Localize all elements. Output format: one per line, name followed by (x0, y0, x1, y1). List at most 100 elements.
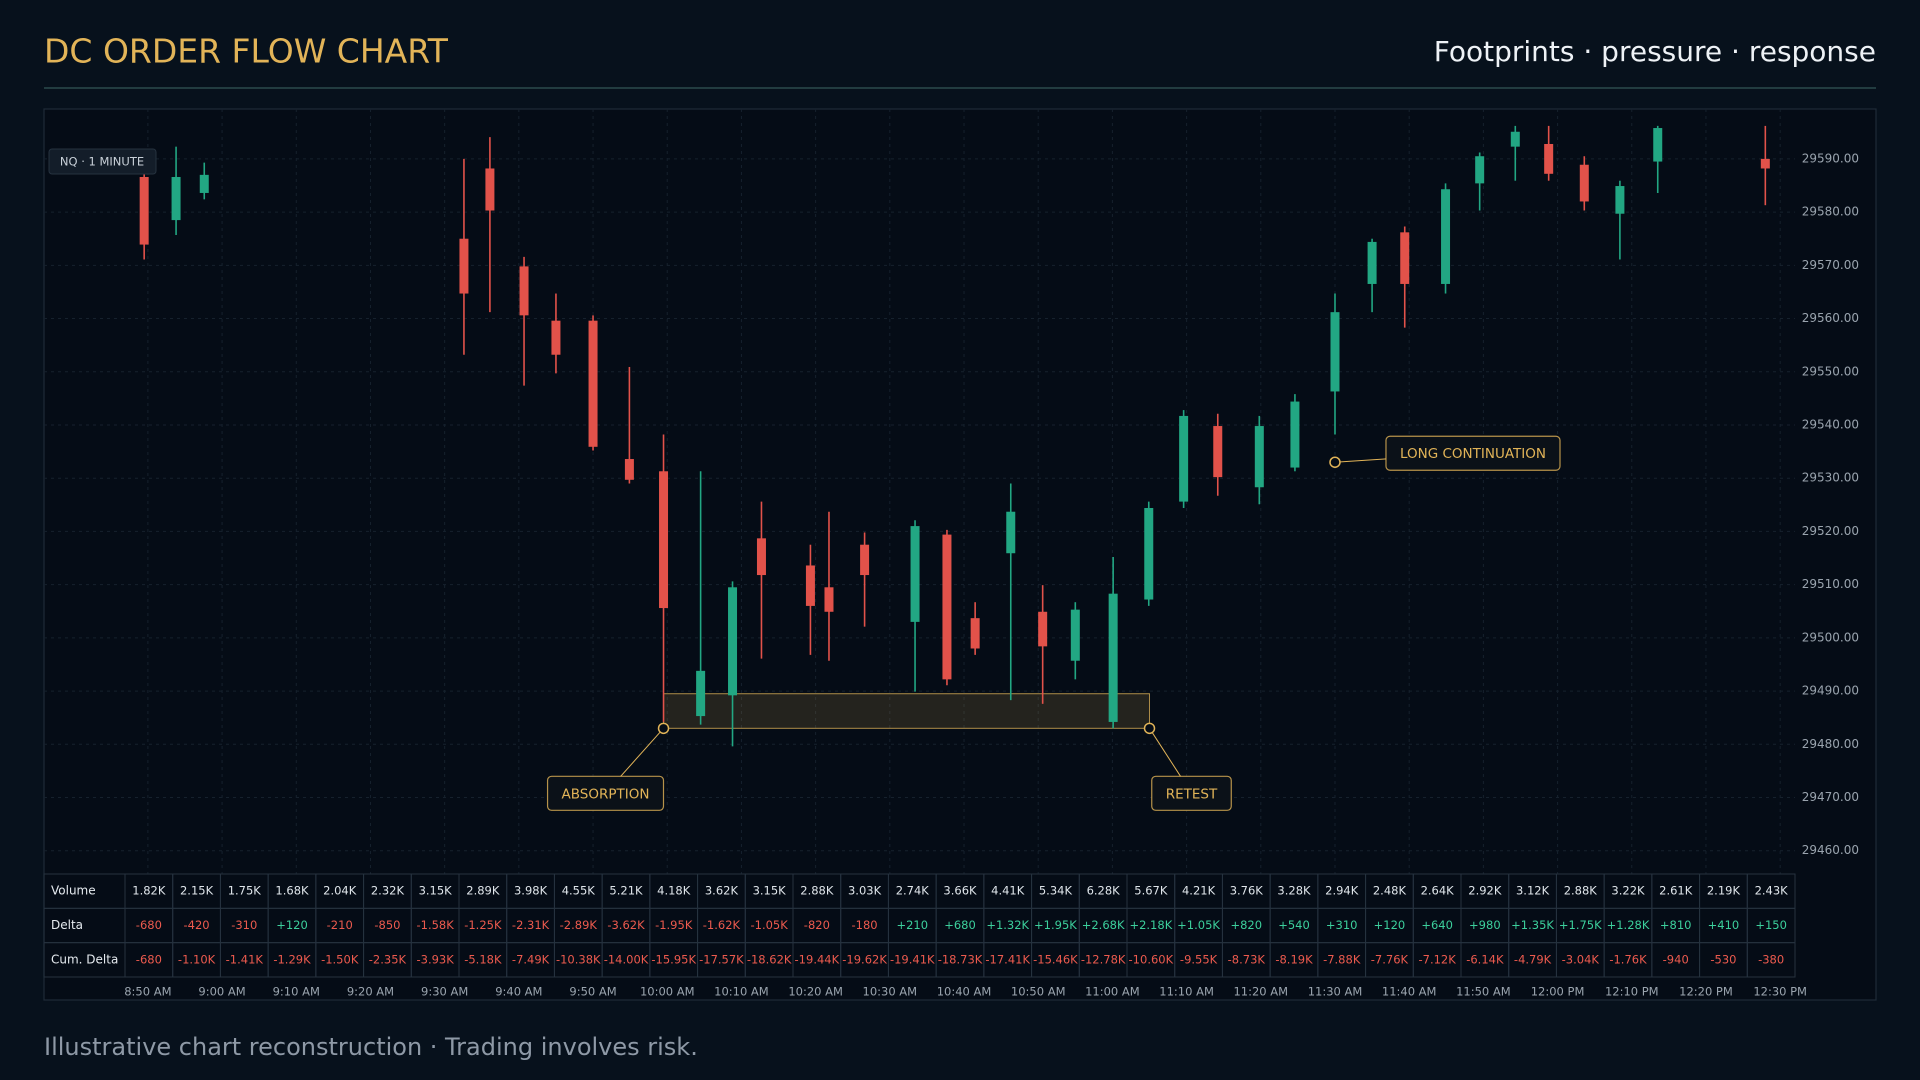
table-value: -1.29K (273, 952, 311, 966)
annotation-label: LONG CONTINUATION (1400, 446, 1546, 462)
x-tick-label: 11:10 AM (1159, 985, 1214, 999)
candle-body (1510, 131, 1520, 147)
table-value: -10.60K (1129, 952, 1174, 966)
table-value: -3.93K (416, 952, 454, 966)
table-value: 6.28K (1087, 884, 1121, 898)
table-value: -420 (184, 918, 210, 932)
table-value: 5.67K (1134, 884, 1168, 898)
plot: ABSORPTION RETEST LONG CONTINUATION (139, 125, 1770, 811)
table-value: +1.95K (1034, 918, 1077, 932)
candle-body (728, 587, 738, 696)
candle-body (1038, 611, 1048, 647)
absorption-zone (663, 693, 1151, 729)
y-tick-label: 29460.00 (1802, 843, 1859, 857)
y-tick-label: 29500.00 (1802, 630, 1859, 644)
row-label: Delta (51, 918, 83, 932)
y-tick-label: 29540.00 (1802, 417, 1859, 431)
candle-body (519, 266, 529, 316)
table-value: 3.15K (419, 884, 453, 898)
x-tick-label: 11:50 AM (1456, 985, 1511, 999)
candle-body (1475, 156, 1485, 184)
annotation-label: ABSORPTION (562, 786, 650, 802)
table-value: 3.76K (1230, 884, 1264, 898)
candle-body (199, 174, 209, 193)
table-value: -17.57K (699, 952, 744, 966)
table-value: 1.68K (275, 884, 309, 898)
table-value: +980 (1469, 918, 1501, 932)
y-tick-label: 29560.00 (1802, 311, 1859, 325)
table-value: -850 (374, 918, 400, 932)
table-value: 3.12K (1516, 884, 1550, 898)
footer: Illustrative chart reconstruction · Trad… (44, 1033, 698, 1061)
table-value: +150 (1755, 918, 1787, 932)
table-value: -2.89K (560, 918, 598, 932)
table-value: 2.94K (1325, 884, 1359, 898)
table-value: 2.64K (1421, 884, 1455, 898)
table-value: -5.18K (464, 952, 502, 966)
candle-body (139, 176, 149, 245)
y-tick-label: 29530.00 (1802, 471, 1859, 485)
candle-body (1144, 507, 1154, 600)
annotation-point (1329, 456, 1341, 468)
x-tick-label: 10:00 AM (640, 985, 695, 999)
table-value: -530 (1710, 952, 1736, 966)
table-value: 1.82K (132, 884, 166, 898)
table-value: -19.44K (795, 952, 840, 966)
table-value: -7.76K (1371, 952, 1409, 966)
table-value: -12.78K (1081, 952, 1126, 966)
table-value: -3.62K (607, 918, 645, 932)
table-value: 3.15K (753, 884, 787, 898)
candle-body (1179, 415, 1189, 502)
table-value: 2.74K (896, 884, 930, 898)
table-value: 3.28K (1277, 884, 1311, 898)
table-value: -10.38K (556, 952, 601, 966)
candle-body (1441, 189, 1451, 284)
table-value: -310 (231, 918, 257, 932)
table-value: -940 (1663, 952, 1689, 966)
table-value: -820 (804, 918, 830, 932)
x-tick-label: 9:20 AM (347, 985, 394, 999)
table-value: 2.61K (1659, 884, 1693, 898)
candle-body (588, 320, 598, 447)
x-tick-label: 9:10 AM (273, 985, 320, 999)
table-value: -680 (136, 918, 162, 932)
table-value: 3.22K (1611, 884, 1645, 898)
x-tick-label: 10:20 AM (788, 985, 843, 999)
table-value: +680 (944, 918, 976, 932)
table-value: +810 (1660, 918, 1692, 932)
table-value: 1.75K (228, 884, 262, 898)
table-value: 4.55K (562, 884, 596, 898)
table-value: -18.73K (938, 952, 983, 966)
table-value: +2.68K (1082, 918, 1125, 932)
table-value: 2.43K (1755, 884, 1789, 898)
table-value: +540 (1278, 918, 1310, 932)
table-value: 3.62K (705, 884, 739, 898)
table-value: -14.00K (604, 952, 649, 966)
annotation-box (1151, 775, 1232, 811)
x-tick-label: 10:30 AM (863, 985, 918, 999)
table-value: 3.66K (943, 884, 977, 898)
chart-subtitle: Footprints · pressure · response (1434, 35, 1876, 68)
table-value: -1.62K (703, 918, 741, 932)
x-tick-label: 10:40 AM (937, 985, 992, 999)
candle-body (824, 587, 834, 612)
chart-title: DC ORDER FLOW CHART (44, 32, 449, 71)
table-value: +210 (896, 918, 928, 932)
table-value: -1.10K (178, 952, 216, 966)
table-value: -1.25K (464, 918, 502, 932)
y-tick-label: 29480.00 (1802, 737, 1859, 751)
annotation-box (546, 775, 665, 811)
table-value: 2.04K (323, 884, 357, 898)
candle-body (970, 618, 980, 649)
candle-body (659, 471, 669, 609)
chart-frame (43, 108, 1877, 1001)
annotation-point (1143, 722, 1156, 735)
table-value: -9.55K (1180, 952, 1218, 966)
y-tick-label: 29550.00 (1802, 364, 1859, 378)
table-value: +640 (1421, 918, 1453, 932)
table-value: +120 (1374, 918, 1406, 932)
candle-body (1653, 128, 1663, 162)
table-value: 4.41K (991, 884, 1025, 898)
